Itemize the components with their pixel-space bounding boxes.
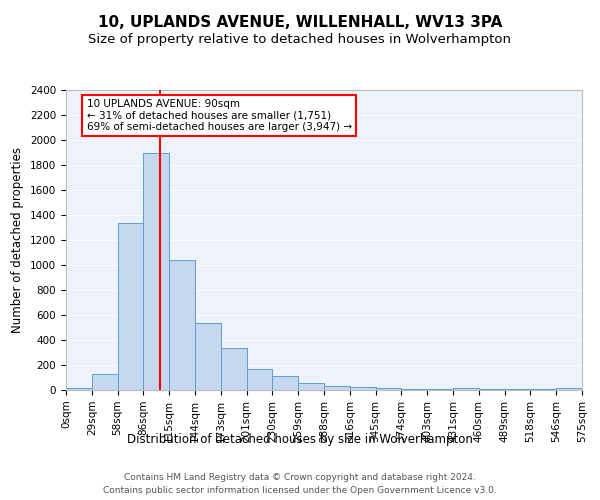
Bar: [401, 389, 427, 390]
Bar: [556, 388, 582, 390]
Bar: [324, 386, 350, 390]
Bar: [247, 369, 272, 390]
Y-axis label: Number of detached properties: Number of detached properties: [11, 147, 25, 333]
Text: Distribution of detached houses by size in Wolverhampton: Distribution of detached houses by size …: [127, 432, 473, 446]
Bar: [298, 383, 324, 390]
Bar: [272, 376, 298, 390]
Bar: [376, 388, 401, 390]
Text: Size of property relative to detached houses in Wolverhampton: Size of property relative to detached ho…: [89, 32, 511, 46]
Bar: [195, 322, 221, 390]
Bar: [118, 222, 143, 390]
Text: Contains HM Land Registry data © Crown copyright and database right 2024.
Contai: Contains HM Land Registry data © Crown c…: [103, 474, 497, 495]
Bar: [169, 260, 195, 390]
Bar: [143, 152, 169, 390]
Bar: [92, 374, 118, 390]
Bar: [350, 387, 376, 390]
Bar: [221, 348, 247, 390]
Bar: [66, 388, 92, 390]
Bar: [453, 388, 479, 390]
Text: 10 UPLANDS AVENUE: 90sqm
← 31% of detached houses are smaller (1,751)
69% of sem: 10 UPLANDS AVENUE: 90sqm ← 31% of detach…: [86, 99, 352, 132]
Text: 10, UPLANDS AVENUE, WILLENHALL, WV13 3PA: 10, UPLANDS AVENUE, WILLENHALL, WV13 3PA: [98, 15, 502, 30]
